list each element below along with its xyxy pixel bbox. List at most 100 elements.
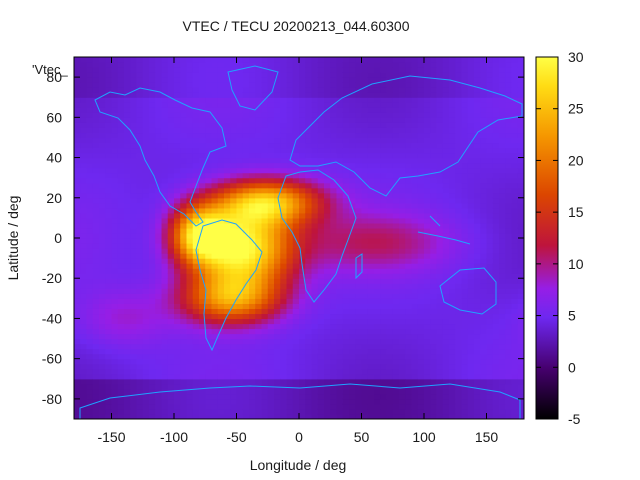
heatmap-cell: [261, 298, 269, 304]
heatmap-cell: [417, 353, 425, 360]
heatmap-cell: [499, 177, 506, 184]
heatmap-cell: [286, 318, 294, 325]
heatmap-cell: [130, 298, 138, 304]
heatmap-cell: [292, 308, 300, 315]
heatmap-cell: [311, 197, 319, 204]
heatmap-cell: [236, 293, 244, 299]
heatmap-cell: [392, 258, 400, 264]
heatmap-cell: [349, 102, 356, 108]
heatmap-cell: [267, 97, 275, 103]
heatmap-cell: [311, 263, 319, 269]
heatmap-cell: [317, 253, 325, 259]
heatmap-cell: [180, 293, 188, 299]
heatmap-cell: [86, 202, 94, 209]
heatmap-cell: [299, 87, 306, 93]
heatmap-cell: [305, 142, 313, 149]
heatmap-cell: [349, 243, 356, 249]
heatmap-cell: [355, 268, 363, 274]
heatmap-cell: [361, 87, 369, 93]
heatmap-cell: [405, 243, 413, 249]
heatmap-cell: [411, 192, 419, 199]
heatmap-cell: [417, 313, 425, 320]
heatmap-cell: [224, 162, 231, 169]
heatmap-cell: [305, 323, 313, 330]
heatmap-cell: [380, 378, 388, 385]
heatmap-cell: [267, 393, 275, 400]
heatmap-cell: [255, 318, 263, 325]
heatmap-cell: [105, 217, 113, 224]
heatmap-cell: [305, 77, 313, 83]
heatmap-cell: [199, 398, 206, 405]
heatmap-cell: [124, 388, 131, 395]
heatmap-cell: [505, 373, 513, 380]
heatmap-cell: [355, 258, 363, 264]
heatmap-cell: [92, 388, 100, 395]
heatmap-cell: [380, 192, 388, 199]
heatmap-cell: [436, 263, 444, 269]
heatmap-cell: [449, 378, 456, 385]
heatmap-cell: [167, 253, 175, 259]
heatmap-cell: [361, 152, 369, 159]
heatmap-cell: [474, 87, 481, 93]
heatmap-cell: [461, 207, 469, 214]
heatmap-cell: [130, 207, 138, 214]
heatmap-cell: [211, 167, 219, 174]
heatmap-cell: [136, 313, 144, 320]
heatmap-cell: [486, 298, 494, 304]
heatmap-cell: [442, 92, 450, 98]
heatmap-cell: [230, 368, 238, 375]
heatmap-cell: [367, 127, 375, 134]
heatmap-cell: [367, 187, 375, 194]
heatmap-cell: [199, 288, 206, 294]
heatmap-cell: [486, 403, 494, 410]
heatmap-cell: [467, 248, 475, 254]
heatmap-cell: [261, 87, 269, 93]
heatmap-cell: [292, 202, 300, 209]
heatmap-cell: [455, 328, 463, 335]
heatmap-cell: [180, 132, 188, 139]
heatmap-cell: [467, 403, 475, 410]
heatmap-cell: [436, 343, 444, 350]
heatmap-cell: [161, 67, 169, 73]
heatmap-cell: [186, 137, 194, 144]
heatmap-cell: [474, 303, 481, 309]
heatmap-cell: [80, 308, 88, 315]
heatmap-cell: [211, 318, 219, 325]
heatmap-cell: [449, 278, 456, 284]
heatmap-cell: [380, 278, 388, 284]
heatmap-cell: [105, 358, 113, 365]
heatmap-cell: [136, 248, 144, 254]
heatmap-cell: [417, 167, 425, 174]
heatmap-cell: [349, 263, 356, 269]
heatmap-cell: [80, 288, 88, 294]
heatmap-cell: [355, 92, 363, 98]
heatmap-cell: [430, 172, 438, 179]
heatmap-cell: [492, 313, 500, 320]
heatmap-cell: [411, 413, 419, 419]
heatmap-cell: [292, 343, 300, 350]
heatmap-cell: [455, 222, 463, 229]
heatmap-cell: [199, 77, 206, 83]
heatmap-cell: [249, 187, 256, 194]
heatmap-cell: [399, 348, 406, 355]
heatmap-cell: [255, 127, 263, 134]
heatmap-cell: [399, 403, 406, 410]
heatmap-cell: [324, 197, 331, 204]
heatmap-cell: [224, 107, 231, 113]
heatmap-cell: [367, 403, 375, 410]
heatmap-cell: [405, 172, 413, 179]
heatmap-cell: [367, 363, 375, 370]
heatmap-cell: [336, 122, 344, 128]
heatmap-cell: [499, 278, 506, 284]
heatmap-cell: [449, 177, 456, 184]
heatmap-cell: [280, 273, 288, 279]
heatmap-cell: [474, 157, 481, 164]
heatmap-cell: [117, 137, 125, 144]
heatmap-cell: [174, 398, 181, 405]
heatmap-cell: [342, 117, 350, 123]
heatmap-cell: [149, 192, 156, 199]
heatmap-cell: [86, 142, 94, 149]
heatmap-cell: [286, 87, 294, 93]
heatmap-cell: [124, 197, 131, 204]
heatmap-cell: [205, 57, 213, 63]
